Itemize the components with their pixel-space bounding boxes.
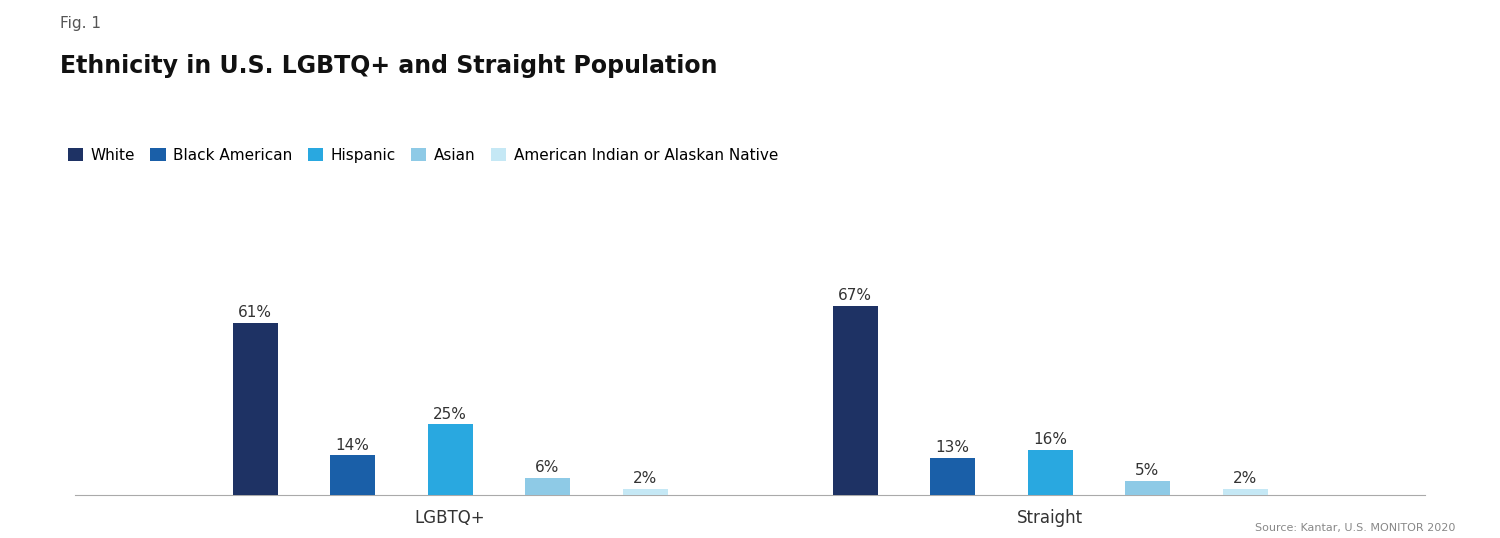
- Text: 13%: 13%: [936, 441, 969, 455]
- Text: Source: Kantar, U.S. MONITOR 2020: Source: Kantar, U.S. MONITOR 2020: [1254, 522, 1455, 533]
- Bar: [232, 323, 278, 495]
- Text: 61%: 61%: [238, 305, 272, 320]
- Bar: [833, 306, 878, 495]
- Text: 14%: 14%: [336, 437, 369, 452]
- Text: 6%: 6%: [536, 460, 560, 475]
- Text: 25%: 25%: [433, 407, 466, 422]
- Bar: [427, 424, 472, 495]
- Text: Ethnicity in U.S. LGBTQ+ and Straight Population: Ethnicity in U.S. LGBTQ+ and Straight Po…: [60, 54, 717, 78]
- Text: LGBTQ+: LGBTQ+: [414, 509, 486, 527]
- Bar: [1222, 490, 1268, 495]
- Legend: White, Black American, Hispanic, Asian, American Indian or Alaskan Native: White, Black American, Hispanic, Asian, …: [68, 147, 778, 162]
- Bar: [930, 458, 975, 495]
- Bar: [525, 478, 570, 495]
- Text: Straight: Straight: [1017, 509, 1083, 527]
- Text: 67%: 67%: [839, 288, 872, 303]
- Text: 2%: 2%: [1233, 471, 1257, 486]
- Text: 2%: 2%: [633, 471, 657, 486]
- Bar: [330, 455, 375, 495]
- Text: 5%: 5%: [1136, 463, 1160, 478]
- Text: Fig. 1: Fig. 1: [60, 16, 100, 31]
- Text: 16%: 16%: [1034, 432, 1066, 447]
- Bar: [622, 490, 668, 495]
- Bar: [1028, 450, 1072, 495]
- Bar: [1125, 481, 1170, 495]
